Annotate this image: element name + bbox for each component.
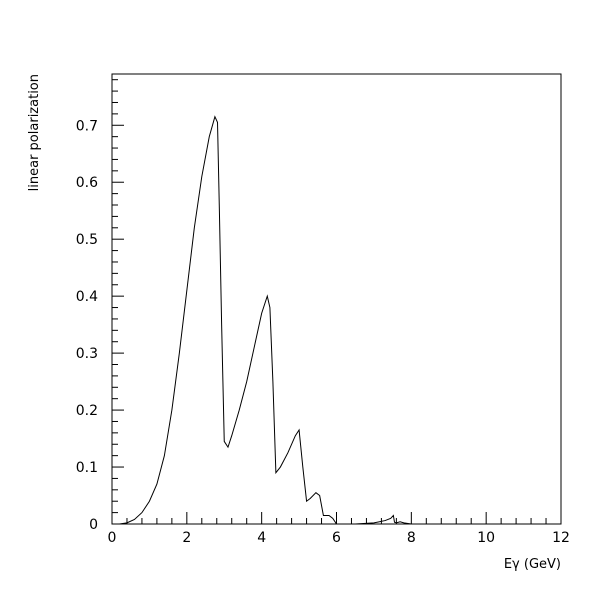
minor-ticks (112, 79, 547, 524)
y-axis-ticks: 0 0.1 0.2 0.3 0.4 0.5 0.6 0.7 (76, 118, 124, 533)
x-axis-ticks: 0 2 4 6 8 10 12 (108, 512, 570, 546)
polarization-curve (112, 115, 561, 525)
x-tick-label: 12 (552, 530, 570, 546)
y-tick-label: 0 (89, 517, 98, 533)
y-tick-label: 0.4 (76, 289, 98, 305)
x-tick-label: 2 (182, 530, 191, 546)
y-tick-label: 0.7 (76, 118, 98, 134)
x-tick-label: 8 (407, 530, 416, 546)
plot-frame (111, 73, 562, 525)
y-tick-label: 0.3 (76, 346, 98, 362)
y-tick-label: 0.2 (76, 403, 98, 419)
y-tick-label: 0.1 (76, 460, 98, 476)
x-tick-label: 0 (108, 530, 117, 546)
y-tick-label: 0.6 (76, 175, 98, 191)
y-tick-label: 0.5 (76, 232, 98, 248)
x-tick-label: 6 (332, 530, 341, 546)
x-tick-label: 4 (257, 530, 266, 546)
x-axis-title: Eγ (GeV) (504, 557, 561, 572)
y-axis-title: linear polarization (27, 74, 42, 191)
x-tick-label: 10 (477, 530, 495, 546)
